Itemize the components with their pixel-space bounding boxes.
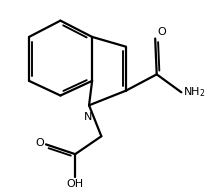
Text: N: N (84, 112, 92, 122)
Text: O: O (35, 139, 44, 148)
Text: O: O (157, 27, 166, 37)
Text: OH: OH (67, 179, 84, 189)
Text: NH$_2$: NH$_2$ (183, 85, 206, 99)
